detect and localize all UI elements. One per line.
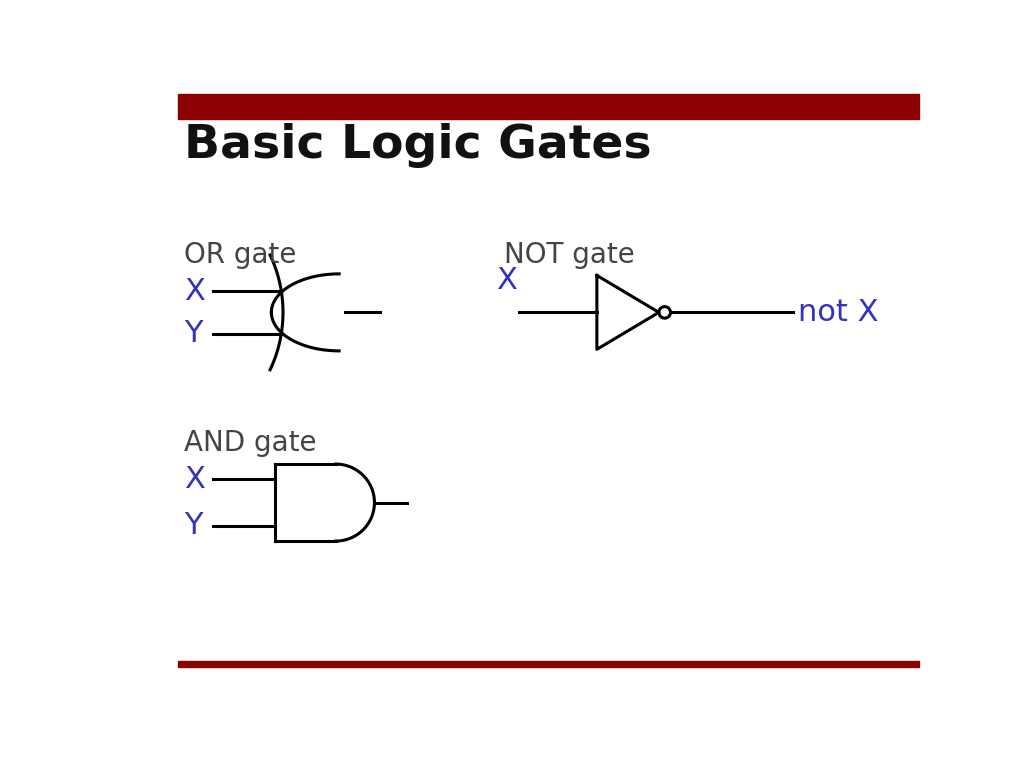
Text: Y: Y	[183, 511, 203, 540]
Bar	[178, 94, 919, 119]
Text: X: X	[496, 266, 517, 296]
Circle shape	[658, 306, 671, 318]
Bar	[178, 661, 919, 667]
Text: Basic Logic Gates: Basic Logic Gates	[183, 123, 651, 168]
Text: OR gate: OR gate	[183, 241, 296, 269]
Text: NOT gate: NOT gate	[504, 241, 635, 269]
Text: Y: Y	[183, 319, 203, 348]
Text: X: X	[183, 276, 205, 306]
Text: X: X	[183, 465, 205, 494]
Text: AND gate: AND gate	[183, 429, 316, 458]
Text: not X: not X	[798, 298, 879, 327]
